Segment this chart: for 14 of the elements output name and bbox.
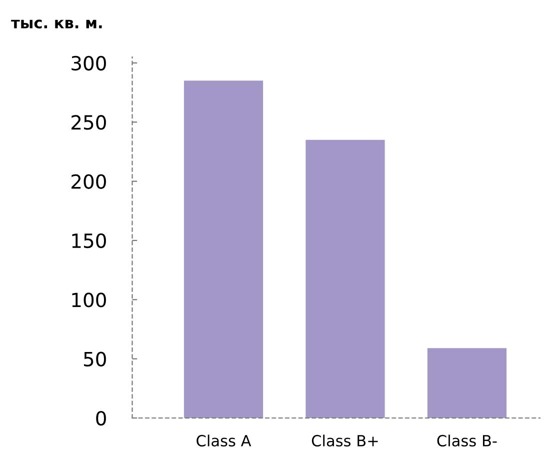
y-tick-label: 200 [72,174,106,189]
x-tick-label: Class B- [437,434,497,446]
x-tick-label: Class A [196,434,252,446]
y-tick-label: 250 [72,115,106,130]
y-tick-label: 100 [72,292,106,308]
y-tick-label: 0 [96,410,106,426]
y-tick-label: 300 [72,56,106,71]
y-tick-label: 150 [72,233,106,248]
bar [184,80,264,418]
x-tick-label: Class B+ [312,434,378,446]
bar [427,348,507,418]
bar [306,140,385,418]
y-axis-title: тыс. кв. м. [11,20,102,28]
y-tick-label: 50 [84,352,106,366]
